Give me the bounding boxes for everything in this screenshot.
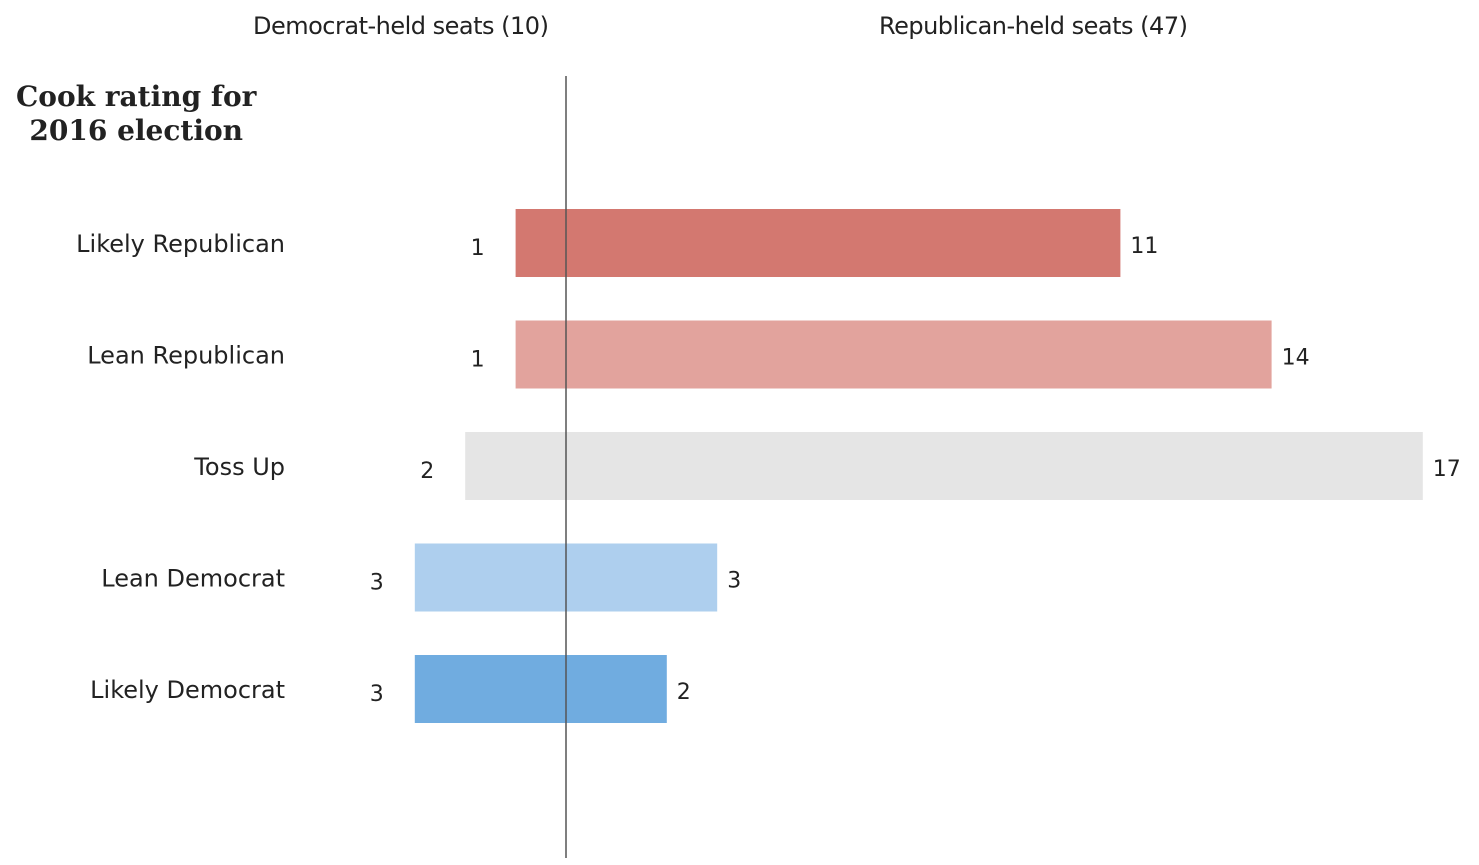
democrat-value-lean-republican: 1 <box>471 348 485 373</box>
republican-value-toss-up: 17 <box>1433 457 1461 482</box>
category-label-toss-up: Toss Up <box>193 453 285 481</box>
bar-likely-republican <box>515 209 1121 277</box>
category-label-lean-republican: Lean Republican <box>87 342 285 370</box>
democrat-value-toss-up: 2 <box>420 459 434 484</box>
chart-title-line-2: 2016 election <box>29 114 243 147</box>
category-label-likely-republican: Likely Republican <box>76 230 285 258</box>
chart-title-line-1: Cook rating for <box>16 80 257 113</box>
republican-value-lean-republican: 14 <box>1282 346 1310 371</box>
bar-toss-up <box>465 432 1423 500</box>
democrat-held-header: Democrat-held seats (10) <box>253 12 549 40</box>
chart-title: Cook rating for 2016 election <box>16 80 256 148</box>
bar-likely-democrat <box>414 655 667 723</box>
democrat-value-lean-democrat: 3 <box>370 571 384 596</box>
category-label-lean-democrat: Lean Democrat <box>101 565 285 593</box>
republican-value-lean-democrat: 3 <box>727 569 741 594</box>
republican-value-likely-republican: 11 <box>1130 234 1158 259</box>
democrat-value-likely-democrat: 3 <box>370 682 384 707</box>
republican-held-header: Republican-held seats (47) <box>879 12 1188 40</box>
bar-lean-republican <box>515 320 1272 389</box>
republican-value-likely-democrat: 2 <box>677 680 691 705</box>
democrat-value-likely-republican: 1 <box>471 236 485 261</box>
category-label-likely-democrat: Likely Democrat <box>90 676 285 704</box>
